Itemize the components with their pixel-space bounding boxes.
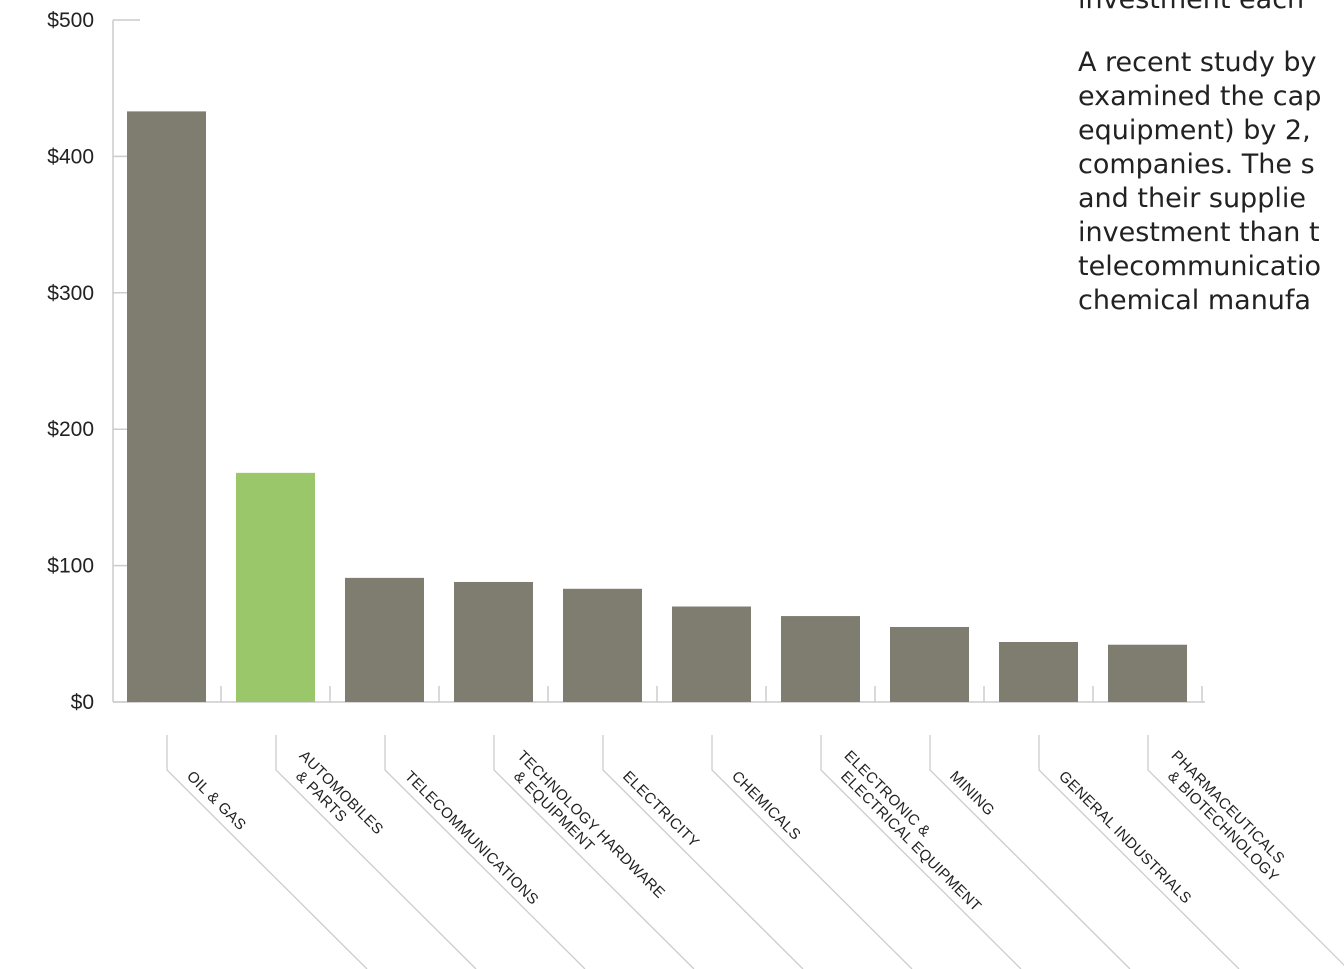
bar xyxy=(999,641,1078,702)
body-text-line: telecommunicatio xyxy=(1078,251,1321,282)
category-leader-line xyxy=(1147,735,1344,966)
bar xyxy=(345,577,424,702)
category-leader-line xyxy=(602,735,804,969)
body-text-line: examined the cap xyxy=(1078,81,1322,112)
category-leader-line xyxy=(384,735,586,969)
x-category-label: AUTOMOBILES& PARTS xyxy=(284,747,387,850)
body-text-line: and their supplie xyxy=(1078,183,1306,214)
body-text-line: equipment) by 2, xyxy=(1078,115,1311,146)
body-text-line: chemical manufa xyxy=(1078,285,1311,316)
body-text: investment each A recent study by examin… xyxy=(1078,0,1344,400)
x-category-label-line: ELECTRICITY xyxy=(619,768,702,851)
x-category-label: OIL & GAS xyxy=(183,768,249,834)
category-leader-line xyxy=(929,735,1131,969)
category-leader-line xyxy=(166,735,368,969)
bar xyxy=(127,111,206,702)
bar xyxy=(672,606,751,702)
y-tick-label: $500 xyxy=(47,9,94,32)
x-category-label: ELECTRICITY xyxy=(619,768,702,851)
x-category-label: PHARMACEUTICALS& BIOTECHNOLOGY xyxy=(1156,747,1294,885)
bar xyxy=(781,616,860,702)
x-category-label-line: TECHNOLOGY HARDWARE xyxy=(514,747,669,902)
body-text-lead-line: investment each xyxy=(1078,0,1344,17)
y-tick-label: $300 xyxy=(47,282,94,305)
category-leader-line xyxy=(275,735,477,969)
bar xyxy=(890,626,969,702)
x-category-label-line: & BIOTECHNOLOGY xyxy=(1164,768,1282,886)
bar-layer xyxy=(127,111,1187,702)
bar xyxy=(454,581,533,702)
y-tick-label: $400 xyxy=(47,145,94,168)
x-category-label: ELECTRONIC &ELECTRICAL EQUIPMENT xyxy=(829,747,997,915)
body-text-line: investment than t xyxy=(1078,217,1320,248)
x-category-label-line: OIL & GAS xyxy=(183,768,249,834)
category-leader-line xyxy=(711,735,913,969)
body-text-line: A recent study by xyxy=(1078,47,1317,78)
x-category-label: CHEMICALS xyxy=(728,768,804,844)
bar xyxy=(1108,644,1187,702)
body-text-line: companies. The s xyxy=(1078,149,1315,180)
y-tick-label: $100 xyxy=(47,555,94,578)
bar xyxy=(236,472,315,702)
y-tick-label: $200 xyxy=(47,418,94,441)
y-tick-label: $0 xyxy=(71,691,94,714)
bar xyxy=(563,588,642,702)
category-leader-line xyxy=(493,735,695,969)
x-category-label-line: CHEMICALS xyxy=(728,768,804,844)
category-leader-line xyxy=(820,735,1022,969)
category-leader-line xyxy=(1038,735,1240,969)
